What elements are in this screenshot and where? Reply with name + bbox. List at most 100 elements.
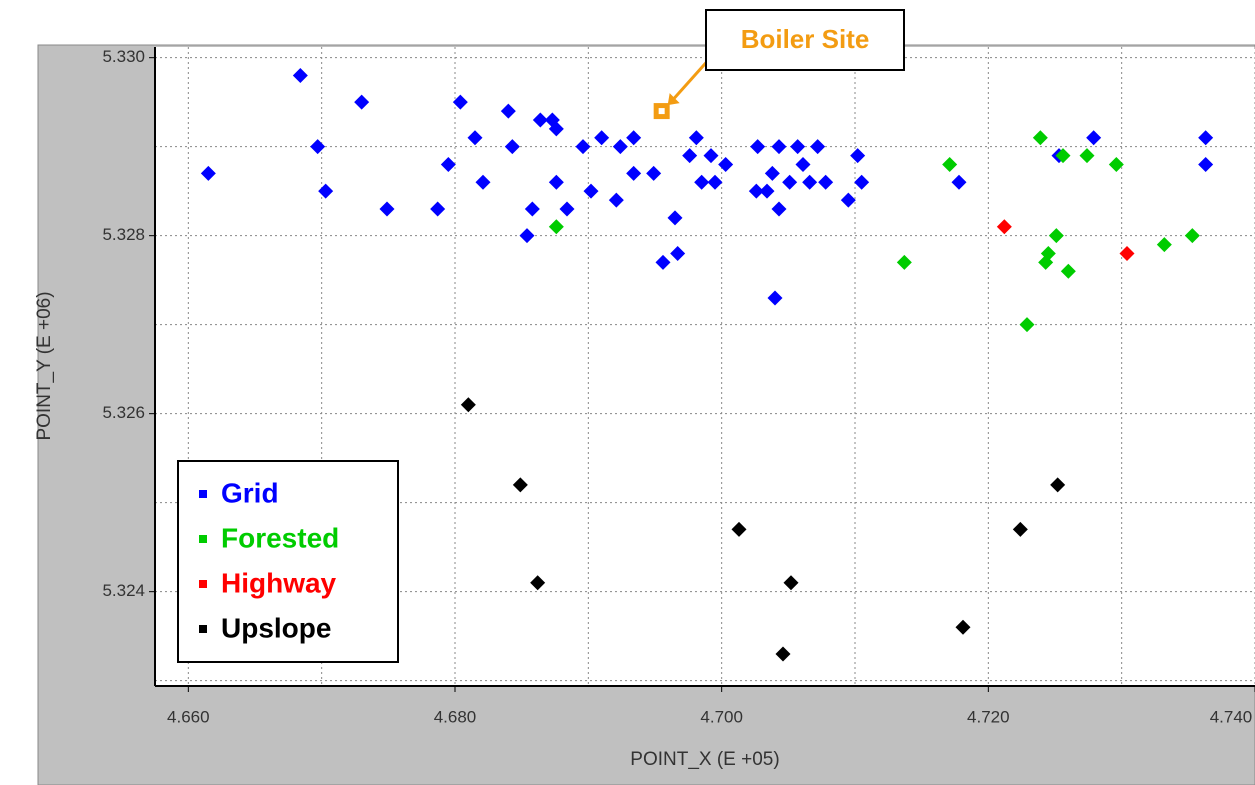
point <box>548 121 564 137</box>
x-tick-label: 4.660 <box>167 707 210 726</box>
y-axis-label: POINT_Y (E +06) <box>34 291 55 440</box>
point <box>682 148 698 164</box>
legend-box <box>177 460 399 663</box>
point <box>1198 130 1214 146</box>
point <box>854 174 870 190</box>
point <box>942 156 958 172</box>
point <box>795 156 811 172</box>
point <box>767 290 783 306</box>
y-tick-label: 5.324 <box>102 581 145 600</box>
point <box>318 183 334 199</box>
point <box>771 201 787 217</box>
point <box>594 130 610 146</box>
legend-swatch <box>199 580 207 588</box>
grid <box>155 47 1255 686</box>
point <box>548 219 564 235</box>
legend-label: Upslope <box>221 612 331 643</box>
point <box>504 139 520 155</box>
annotation-text: Boiler Site <box>741 24 870 54</box>
legend-swatch <box>199 490 207 498</box>
point <box>583 183 599 199</box>
point <box>626 130 642 146</box>
point <box>354 94 370 110</box>
point <box>748 183 764 199</box>
point <box>646 165 662 181</box>
point <box>548 174 564 190</box>
point <box>1079 148 1095 164</box>
point <box>559 201 575 217</box>
point <box>1198 156 1214 172</box>
legend: Grid Forested Highway Upslope <box>177 460 399 663</box>
point <box>1086 130 1102 146</box>
point <box>1038 254 1054 270</box>
point <box>1012 521 1028 537</box>
point <box>850 148 866 164</box>
point <box>775 646 791 662</box>
annotations: Boiler Site <box>653 9 905 120</box>
point <box>790 139 806 155</box>
point <box>896 254 912 270</box>
point <box>379 201 395 217</box>
point <box>655 254 671 270</box>
point <box>467 130 483 146</box>
point <box>1108 156 1124 172</box>
point <box>575 139 591 155</box>
point <box>1032 130 1048 146</box>
point <box>703 148 719 164</box>
point <box>1060 263 1076 279</box>
legend-label: Grid <box>221 477 279 508</box>
x-axis-label: POINT_X (E +05) <box>630 749 779 770</box>
y-tick-label: 5.330 <box>102 47 145 66</box>
point <box>996 219 1012 235</box>
point <box>802 174 818 190</box>
point <box>1019 317 1035 333</box>
point <box>1184 228 1200 244</box>
point <box>955 619 971 635</box>
point <box>670 245 686 261</box>
point <box>667 210 683 226</box>
point <box>764 165 780 181</box>
y-tick-label: 5.326 <box>102 403 145 422</box>
y-tick-label: 5.328 <box>102 225 145 244</box>
legend-swatch <box>199 535 207 543</box>
x-tick-label: 4.740 <box>1210 707 1253 726</box>
points <box>200 67 1214 662</box>
point <box>707 174 723 190</box>
legend-label: Forested <box>221 522 339 553</box>
point <box>750 139 766 155</box>
annotation-marker-hole <box>658 108 665 115</box>
point <box>783 575 799 591</box>
point <box>1055 148 1071 164</box>
point <box>310 139 326 155</box>
point <box>810 139 826 155</box>
point <box>292 67 308 83</box>
legend-label: Highway <box>221 567 337 598</box>
x-tick-label: 4.720 <box>967 707 1010 726</box>
x-tick-label: 4.700 <box>700 707 743 726</box>
point <box>1050 477 1066 493</box>
point <box>782 174 798 190</box>
point <box>512 477 528 493</box>
legend-swatch <box>199 625 207 633</box>
point <box>524 201 540 217</box>
point <box>1156 237 1172 253</box>
point <box>694 174 710 190</box>
point <box>530 575 546 591</box>
point <box>626 165 642 181</box>
point <box>475 174 491 190</box>
point <box>1119 245 1135 261</box>
annotation-box <box>705 9 905 71</box>
point <box>688 130 704 146</box>
point <box>759 183 775 199</box>
point <box>612 139 628 155</box>
point <box>840 192 856 208</box>
point <box>430 201 446 217</box>
point <box>532 112 548 128</box>
point <box>519 228 535 244</box>
point <box>460 397 476 413</box>
point <box>440 156 456 172</box>
x-tick-label: 4.680 <box>434 707 477 726</box>
point <box>452 94 468 110</box>
